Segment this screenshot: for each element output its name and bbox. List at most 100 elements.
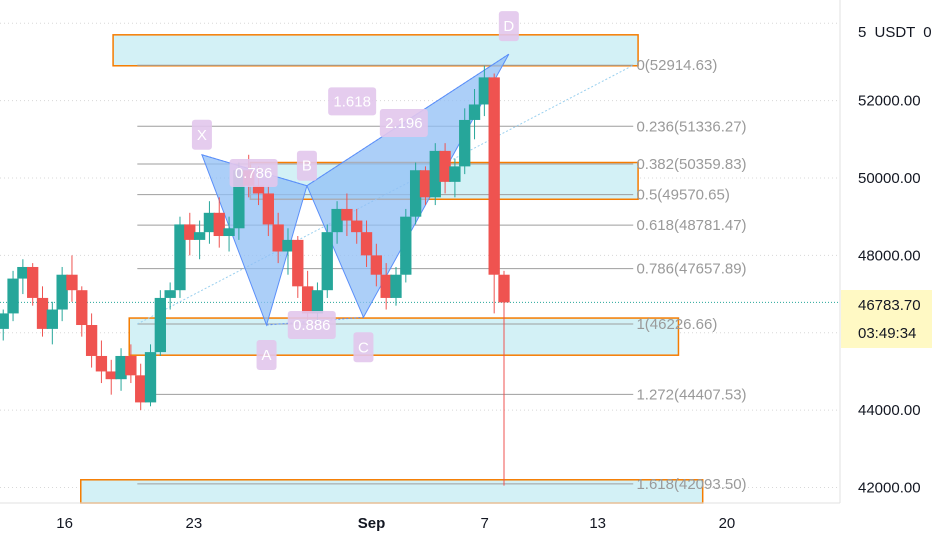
price-axis-background [840, 0, 932, 550]
candle-body [7, 278, 19, 314]
candle [321, 224, 333, 298]
ratio-label[interactable]: 0.886 [287, 311, 336, 340]
candle [66, 255, 78, 302]
ratio-label[interactable]: 2.196 [379, 109, 428, 138]
candle [429, 143, 441, 206]
zone-box[interactable] [112, 34, 639, 67]
candle-body [46, 309, 58, 329]
candle-body [390, 274, 402, 298]
point-label-b-text: B [302, 158, 312, 175]
fib-level-label: 1.618(42093.50) [636, 476, 746, 493]
candle [193, 220, 206, 260]
candle-body [282, 239, 294, 252]
candle [449, 158, 461, 198]
point-label-x[interactable]: X [191, 119, 212, 150]
ratio-label-text: 0.786 [235, 165, 273, 182]
candle-body [360, 232, 373, 256]
candle-body [135, 375, 147, 403]
point-label-b[interactable]: B [296, 150, 317, 181]
fib-level-label: 0.786(47657.89) [636, 261, 746, 278]
grid [0, 22, 840, 489]
candle-body [252, 185, 265, 194]
candlestick-series [0, 65, 510, 486]
candle-body [184, 224, 196, 240]
candle [203, 201, 216, 244]
candle [0, 309, 9, 341]
candle-body [0, 313, 9, 329]
candle [7, 270, 19, 322]
ratio-label[interactable]: 0.786 [229, 158, 278, 187]
candle [184, 212, 196, 256]
point-label-a[interactable]: A [256, 340, 277, 371]
candle-body [311, 290, 324, 314]
candle [331, 201, 343, 244]
candle [17, 259, 29, 295]
point-label-d-text: D [503, 18, 514, 35]
price-tick-label: 48000.00 [858, 247, 921, 264]
ratio-label[interactable]: 1.618 [328, 87, 377, 116]
candle [262, 185, 274, 237]
candle [125, 344, 137, 384]
currency-label[interactable]: 5 USDT 0 [858, 24, 932, 41]
point-label-x-bg [191, 119, 212, 150]
candle-body [115, 355, 127, 380]
point-label-c[interactable]: C [353, 332, 374, 363]
candle-body [164, 290, 176, 298]
point-label-c-bg [353, 332, 374, 363]
fib-level-label: 0.382(50359.83) [636, 156, 746, 173]
candle-body [85, 325, 98, 356]
fib-level-label: 1(46226.66) [636, 316, 717, 333]
fib-level-label: 0.236(51336.27) [636, 118, 746, 135]
candle-body [223, 228, 235, 237]
candle-body [174, 224, 186, 291]
bar-countdown: 03:49:34 [858, 325, 916, 342]
candle [85, 313, 98, 368]
candle-body [36, 297, 49, 329]
candle-body [76, 290, 88, 326]
candle [400, 208, 412, 283]
ratio-label-bg [328, 87, 377, 116]
candle [174, 216, 186, 298]
candle [468, 88, 481, 140]
fib-trend-line [137, 64, 634, 325]
candle [341, 193, 353, 237]
price-tick-label: 42000.00 [858, 480, 921, 497]
candle-body [17, 266, 29, 279]
candle-body [125, 355, 137, 376]
point-label-d[interactable]: D [498, 11, 519, 42]
candle [390, 266, 402, 306]
point-label-d-bg [498, 11, 519, 42]
price-axis[interactable]: 5 USDT 0 52000.00 50000.00 48000.00 44000.0… [839, 0, 932, 550]
candle-body [488, 77, 500, 275]
candle-body [459, 119, 471, 167]
candle-body [370, 255, 383, 275]
zone-box[interactable] [80, 479, 704, 504]
candle [223, 216, 235, 252]
candle-body [468, 104, 481, 120]
point-label-a-text: A [262, 347, 272, 364]
candle-body [341, 208, 353, 221]
candle-body [66, 274, 78, 291]
candle [459, 108, 471, 175]
candle [272, 212, 284, 264]
candle-body [203, 212, 216, 233]
candle-body [56, 274, 68, 310]
candle-body [351, 220, 363, 233]
candle [144, 344, 157, 407]
candle [95, 340, 108, 384]
time-tick-label: Sep [358, 515, 386, 532]
candle-body [321, 232, 333, 291]
candle [154, 290, 166, 356]
candle [478, 65, 491, 117]
time-axis[interactable]: 16 23 Sep 7 13 20 [0, 502, 840, 532]
fib-level-label: 1.272(44407.53) [636, 386, 746, 403]
candle-body [478, 77, 491, 105]
candle [27, 263, 39, 306]
candle [56, 266, 68, 322]
candle [351, 208, 363, 244]
price-tick-label: 50000.00 [858, 170, 921, 187]
candle-body [262, 193, 274, 225]
time-tick-label: 23 [186, 515, 203, 532]
candle [135, 363, 147, 411]
